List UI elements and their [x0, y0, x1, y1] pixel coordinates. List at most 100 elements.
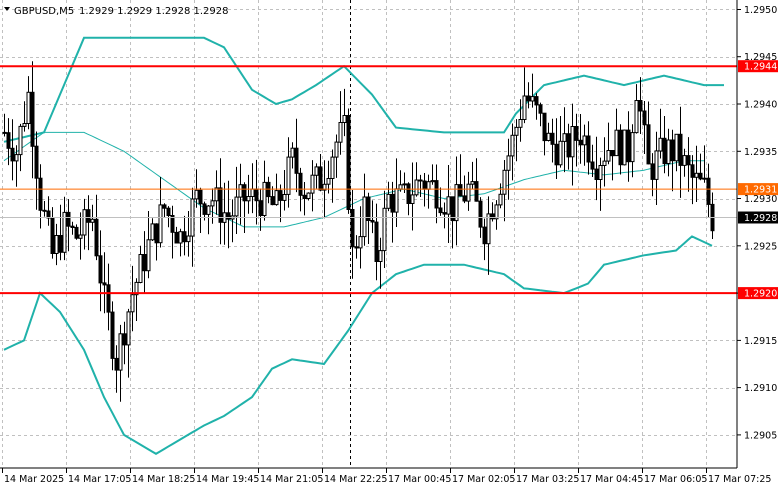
candle-body-down	[586, 135, 591, 163]
candle	[310, 160, 315, 212]
candle-body-down	[202, 203, 207, 215]
candle-body-up	[694, 172, 699, 178]
bollinger-lower-band	[3, 235, 713, 455]
candle	[362, 173, 367, 246]
candle	[434, 164, 439, 224]
candle	[642, 101, 647, 154]
candle	[34, 131, 39, 210]
candle	[602, 137, 607, 187]
candle	[122, 321, 127, 365]
candle-body-down	[298, 172, 303, 196]
candle	[174, 226, 179, 244]
candle-body-down	[30, 91, 35, 147]
candle-body-down	[318, 166, 323, 191]
candle-body-down	[166, 207, 171, 216]
current-price-tag	[738, 211, 778, 224]
candle	[306, 192, 311, 201]
candle-body-up	[78, 234, 83, 239]
candle-body-up	[530, 96, 535, 102]
chart-symbol-title: GBPUSD,M5	[14, 6, 74, 17]
candle-body-down	[258, 200, 263, 216]
candle	[638, 77, 643, 134]
candle-body-down	[106, 284, 111, 313]
candle-body-up	[606, 150, 611, 162]
candle	[134, 278, 139, 321]
candle-body-up	[206, 205, 211, 215]
candle-body-up	[246, 196, 251, 202]
candle-body-down	[350, 209, 355, 248]
candle-body-up	[426, 181, 431, 190]
candle-body-down	[450, 196, 455, 222]
candle-body-up	[22, 123, 27, 127]
candle-body-up	[342, 115, 347, 123]
candle-body-down	[698, 172, 703, 180]
candle-body-up	[14, 154, 19, 162]
candle-body-up	[134, 281, 139, 296]
candle-body-down	[542, 112, 547, 142]
candle-body-up	[634, 100, 639, 134]
candle	[330, 149, 335, 203]
candle-body-up	[18, 125, 23, 156]
y-tick-label: 1.2935	[744, 147, 777, 158]
candle	[194, 169, 199, 208]
x-tick-label: 17 Mar 06:05	[644, 474, 707, 485]
candle	[646, 101, 651, 165]
candle	[130, 265, 135, 332]
candle-body-down	[462, 195, 467, 202]
candle	[350, 190, 355, 279]
symbol-dropdown-icon[interactable]	[4, 7, 10, 11]
candle-body-down	[74, 226, 79, 239]
candle	[670, 129, 675, 192]
candle	[678, 106, 683, 198]
candle	[138, 245, 143, 284]
candle	[690, 155, 695, 205]
candle-body-up	[382, 207, 387, 252]
candle-body-up	[494, 204, 499, 220]
candle-body-down	[526, 95, 531, 102]
candle	[682, 148, 687, 177]
candle-body-up	[570, 126, 575, 158]
chart-ohlc-readout: 1.2929 1.2929 1.2928 1.2928	[79, 6, 229, 17]
candle	[2, 113, 7, 137]
candle	[286, 137, 291, 208]
candle-body-down	[550, 132, 555, 145]
candle-body-up	[362, 196, 367, 238]
candle-body-down	[374, 221, 379, 263]
candle-body-up	[130, 294, 135, 313]
candle	[26, 76, 31, 130]
candle-body-up	[446, 196, 451, 215]
candle-body-up	[234, 196, 239, 217]
candle	[62, 196, 67, 261]
candle-body-down	[170, 215, 175, 233]
candle-body-up	[518, 119, 523, 128]
candle	[102, 252, 107, 314]
candle	[18, 123, 23, 172]
candle-body-up	[90, 218, 95, 223]
candle-body-down	[590, 161, 595, 170]
candle-body-up	[602, 160, 607, 167]
candle	[598, 157, 603, 211]
candle-body-down	[46, 210, 51, 219]
candle-body-up	[290, 147, 295, 158]
candle	[298, 167, 303, 212]
candle	[162, 203, 167, 218]
x-tick-label: 14 Mar 19:45	[196, 474, 259, 485]
candle-body-down	[594, 168, 599, 181]
candle	[378, 237, 383, 289]
candle-body-down	[114, 357, 119, 371]
candle	[290, 142, 295, 169]
candle	[470, 161, 475, 189]
candle-body-up	[402, 183, 407, 186]
candle-body-up	[498, 193, 503, 206]
candle-body-down	[390, 193, 395, 213]
candle	[606, 122, 611, 165]
candle	[506, 138, 511, 200]
candle-body-up	[622, 129, 627, 166]
candle	[282, 170, 287, 211]
candle-body-down	[154, 223, 159, 244]
candle	[314, 163, 319, 189]
candle	[578, 114, 583, 164]
candle-body-down	[434, 180, 439, 209]
candle-body-up	[282, 194, 287, 201]
